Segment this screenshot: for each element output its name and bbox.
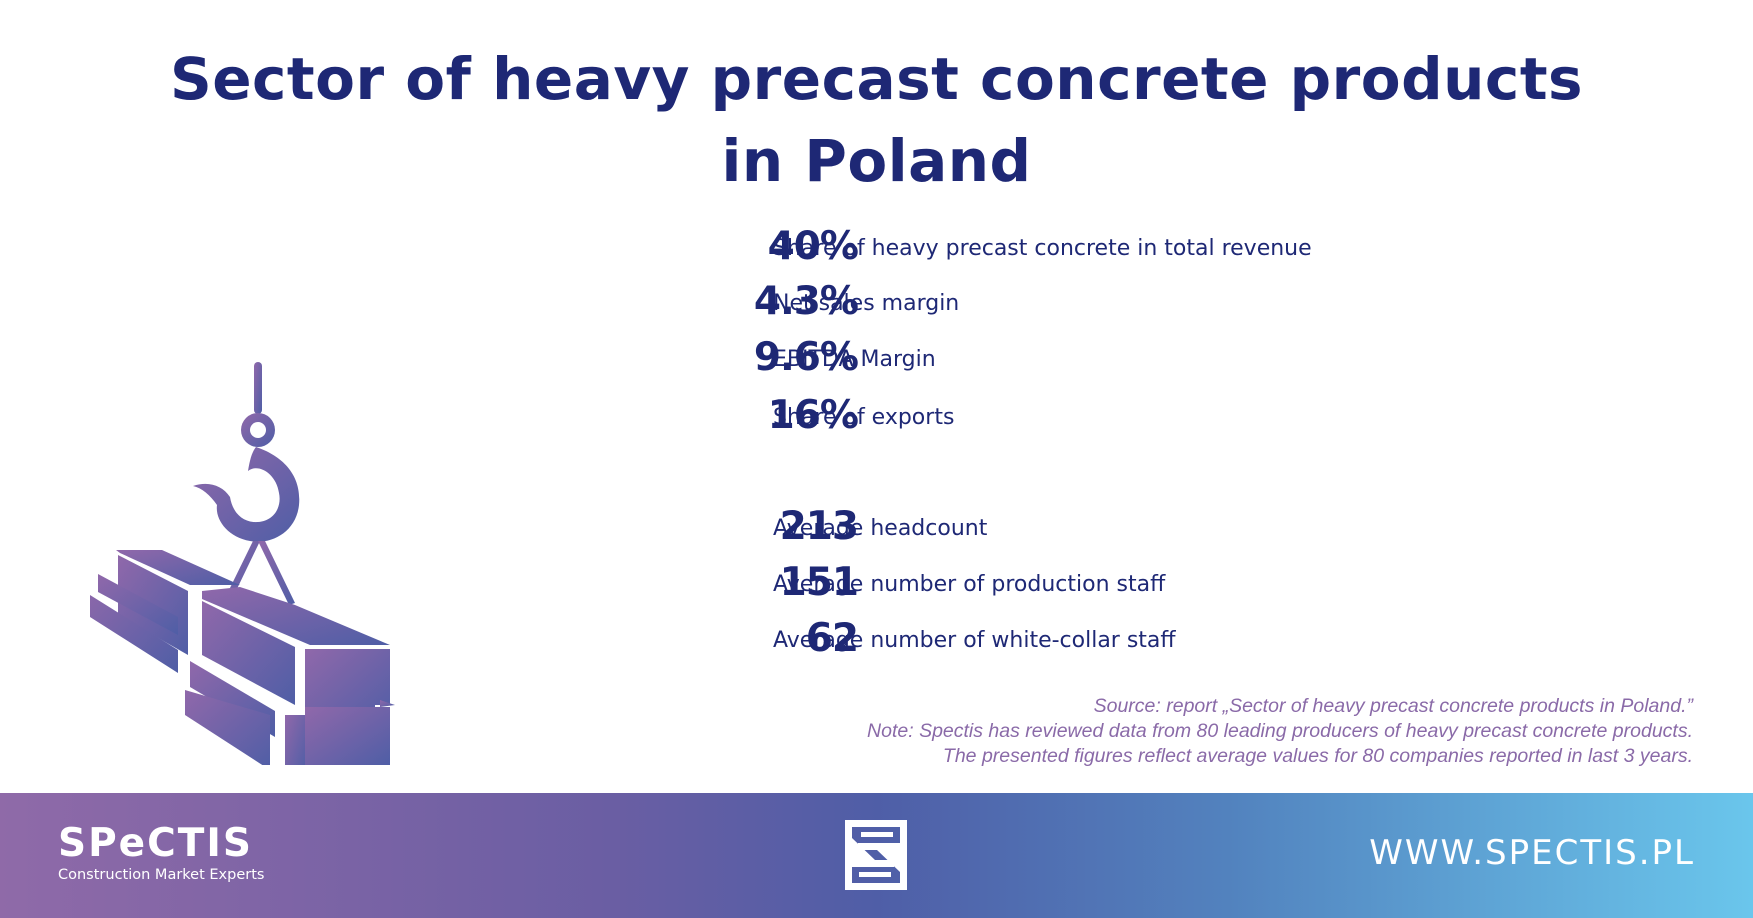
stat-value: 151 bbox=[779, 560, 859, 605]
stat-label: Share of exports bbox=[773, 405, 955, 430]
concrete-beam-icon bbox=[90, 550, 395, 775]
stat-label: Average number of production staff bbox=[773, 572, 1166, 597]
stat-value: 4.3% bbox=[753, 279, 859, 324]
stat-value: 40% bbox=[767, 224, 859, 269]
stat-label: EBITDA Margin bbox=[773, 347, 936, 372]
spectis-s-logo-icon bbox=[845, 820, 907, 890]
source-notes: Source: report „Sector of heavy precast … bbox=[867, 694, 1693, 769]
stat-label: Average number of white-collar staff bbox=[773, 628, 1176, 653]
note-line-1: Note: Spectis has reviewed data from 80 … bbox=[867, 720, 1693, 742]
stat-value: 213 bbox=[779, 504, 859, 549]
website-link[interactable]: WWW.SPECTIS.PL bbox=[1369, 833, 1695, 873]
hook-icon bbox=[193, 362, 300, 605]
stat-label: Net sales margin bbox=[773, 291, 960, 316]
title-line-1: Sector of heavy precast concrete product… bbox=[169, 45, 1584, 113]
stat-row: 213 Average headcount bbox=[600, 502, 1360, 552]
stat-row: 9.6% EBITDA Margin bbox=[600, 333, 1360, 383]
stat-label: Average headcount bbox=[773, 516, 988, 541]
stat-row: 4.3% Net sales margin bbox=[600, 277, 1360, 327]
note-line-2: The presented figures reflect average va… bbox=[942, 745, 1693, 767]
stat-row: 16% Share of exports bbox=[600, 391, 1360, 441]
stat-row: 40% Share of heavy precast concrete in t… bbox=[600, 222, 1360, 272]
source-line: Source: report „Sector of heavy precast … bbox=[1093, 695, 1693, 717]
stat-value: 62 bbox=[805, 616, 859, 661]
brand-name: SPeCTIS bbox=[58, 821, 253, 866]
footer-bar: SPeCTIS Construction Market Experts WWW.… bbox=[0, 793, 1753, 918]
crane-hook-lifting-concrete-beam-icon bbox=[90, 355, 470, 775]
stat-row: 151 Average number of production staff bbox=[600, 558, 1360, 608]
page-title: Sector of heavy precast concrete product… bbox=[0, 38, 1753, 202]
brand-tagline: Construction Market Experts bbox=[58, 867, 265, 883]
stat-row: 62 Average number of white-collar staff bbox=[600, 614, 1360, 664]
stat-value: 9.6% bbox=[753, 335, 859, 380]
stat-label: Share of heavy precast concrete in total… bbox=[773, 236, 1312, 261]
title-line-2: in Poland bbox=[721, 127, 1032, 195]
stat-value: 16% bbox=[767, 393, 859, 438]
brand-logo[interactable]: SPeCTIS Construction Market Experts bbox=[58, 824, 264, 884]
